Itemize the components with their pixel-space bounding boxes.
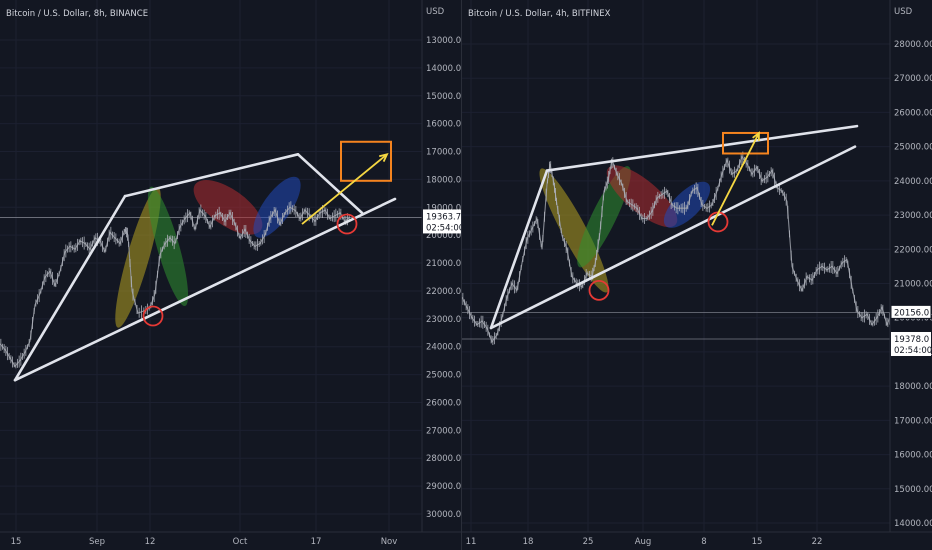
- chart-title: Bitcoin / U.S. Dollar, 8h, BINANCE: [6, 9, 148, 19]
- y-tick-label: 20000.00: [426, 231, 462, 241]
- y-tick-label: 21000.00: [426, 259, 462, 269]
- y-tick-label: 14000.00: [426, 64, 462, 74]
- x-tick-label: Sep: [89, 537, 105, 547]
- price-label-box: [890, 304, 932, 319]
- chart-right[interactable]: 28000.00 27000.00 26000.00 25000.00 24000.00…: [462, 0, 932, 550]
- price-label-box: [423, 209, 461, 234]
- x-tick-label: 12: [145, 537, 156, 547]
- low-price-label: 19378.0: [894, 335, 929, 345]
- x-tick-label: 25: [583, 537, 594, 547]
- x-tick-label: Aug: [635, 537, 652, 547]
- y-tick-label: 19000.00: [426, 203, 462, 213]
- y-tick-label: 28000.00: [426, 454, 462, 464]
- trend-line-2[interactable]: [545, 124, 859, 172]
- price-axis[interactable]: [422, 0, 462, 550]
- x-tick-label: 22: [812, 537, 823, 547]
- y-tick-label: 21000.00: [894, 280, 932, 290]
- y-tick-label: 22000.00: [426, 287, 462, 297]
- chart-title: Bitcoin / U.S. Dollar, 4h, BITFINEX: [468, 9, 611, 19]
- wave-ellipse-3: [606, 165, 678, 228]
- chart-panel-left[interactable]: 13000.00 14000.00 15000.00 16000.00 17000.00…: [0, 0, 462, 550]
- countdown-label: 02:54:00: [894, 346, 932, 356]
- price-axis[interactable]: [890, 0, 932, 550]
- touch-circle-1[interactable]: [142, 305, 164, 327]
- y-tick-label: 16000.00: [894, 451, 932, 461]
- trend-line-3[interactable]: [13, 197, 397, 382]
- y-tick-label: 24000.00: [894, 177, 932, 187]
- x-tick-label: 11: [466, 537, 477, 547]
- y-tick-label: 26000.00: [894, 108, 932, 118]
- price-series: [462, 155, 893, 343]
- time-axis[interactable]: [462, 532, 932, 550]
- trend-line-3[interactable]: [489, 145, 857, 330]
- target-arrow[interactable]: [301, 153, 388, 225]
- chart-left[interactable]: 13000.00 14000.00 15000.00 16000.00 17000.00…: [0, 0, 462, 550]
- y-tick-label: 24000.00: [426, 343, 462, 353]
- wave-ellipse-4: [253, 176, 301, 238]
- target-box[interactable]: [340, 140, 392, 182]
- wave-ellipse-2: [147, 186, 189, 307]
- y-tick-label: 29000.00: [426, 482, 462, 492]
- countdown-label: 02:54:00: [426, 223, 462, 233]
- y-tick-label: 18000.00: [426, 175, 462, 185]
- plot-area[interactable]: [462, 0, 893, 532]
- x-tick-label: 8: [701, 537, 706, 547]
- target-arrow-head: [752, 131, 760, 141]
- x-tick-label: Oct: [233, 537, 248, 547]
- target-arrow[interactable]: [711, 132, 760, 226]
- y-tick-label: 30000.00: [426, 510, 462, 520]
- trend-line-1[interactable]: [13, 194, 127, 382]
- x-tick-label: 15: [752, 537, 763, 547]
- y-tick-label: 17000.00: [426, 148, 462, 158]
- trend-line-1[interactable]: [489, 169, 549, 330]
- time-axis[interactable]: [0, 532, 462, 550]
- y-tick-label: 27000.00: [894, 74, 932, 84]
- y-tick-label: 15000.00: [894, 485, 932, 495]
- currency-label: USD: [894, 7, 913, 17]
- low-label-box: [891, 331, 931, 356]
- y-tick-label: 23000.00: [894, 211, 932, 221]
- y-tick-label: 25000.00: [426, 371, 462, 381]
- x-tick-label: 18: [523, 537, 534, 547]
- chart-panel-right[interactable]: 28000.00 27000.00 26000.00 25000.00 24000.00…: [462, 0, 932, 550]
- touch-circle-1[interactable]: [588, 279, 610, 301]
- wave-ellipse-1: [115, 187, 161, 328]
- panel-divider: [461, 0, 462, 550]
- plot-area[interactable]: [0, 0, 422, 532]
- target-box[interactable]: [722, 131, 769, 155]
- y-tick-label: 18000.00: [894, 382, 932, 392]
- y-tick-label: 22000.00: [894, 245, 932, 255]
- y-tick-label: 27000.00: [426, 426, 462, 436]
- x-tick-label: Nov: [381, 537, 398, 547]
- y-tick-label: 13000.00: [426, 36, 462, 46]
- y-tick-label: 26000.00: [426, 398, 462, 408]
- y-tick-label: 15000.00: [426, 92, 462, 102]
- y-tick-label: 25000.00: [894, 143, 932, 153]
- touch-circle-2[interactable]: [336, 213, 358, 235]
- target-arrow-head: [379, 153, 389, 162]
- x-tick-label: 15: [11, 537, 22, 547]
- y-tick-label: 14000.00: [894, 519, 932, 529]
- y-tick-label: 17000.00: [894, 416, 932, 426]
- x-tick-label: 17: [311, 537, 322, 547]
- price-series: [0, 206, 351, 368]
- trend-line-2[interactable]: [123, 153, 300, 198]
- trend-line-4[interactable]: [296, 153, 364, 215]
- y-tick-label: 23000.00: [426, 315, 462, 325]
- currency-label: USD: [426, 7, 445, 17]
- price-label: 20156.0: [894, 308, 929, 318]
- price-label: 19363.70: [426, 212, 462, 222]
- wave-ellipse-3: [193, 180, 263, 235]
- y-tick-label: 28000.00: [894, 40, 932, 50]
- y-tick-label: 16000.00: [426, 120, 462, 130]
